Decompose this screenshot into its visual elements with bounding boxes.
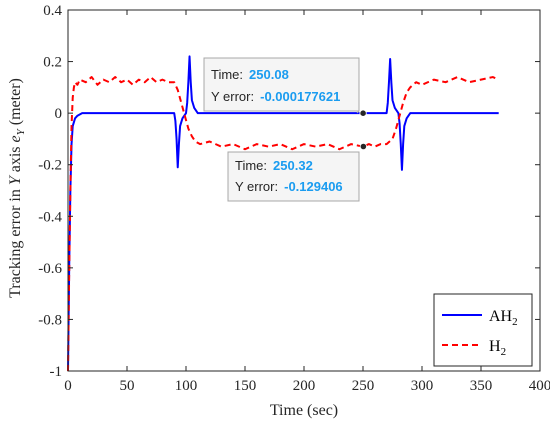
y-axis-title-var: Y (7, 174, 24, 185)
legend-label-h2-sub: 2 (501, 346, 507, 358)
datatip-1-error-row: Y error: -0.000177621 (211, 89, 340, 104)
datatip-1-marker[interactable] (359, 109, 367, 117)
y-axis-title-mid: axis (7, 142, 24, 176)
datatip-1-box (203, 57, 360, 112)
y-tick-label: -0.2 (38, 158, 62, 174)
datatip-2-time-value: 250.32 (273, 158, 313, 173)
y-tick-label: 0.4 (43, 3, 62, 19)
legend-box (433, 293, 533, 367)
y-axis-title-subscript: Y (15, 127, 27, 135)
datatip-2-box (227, 151, 360, 202)
x-tick-label: 150 (234, 378, 257, 394)
datatip-2-error-label: Y error: (235, 179, 278, 194)
x-axis-title: Time (sec) (270, 402, 338, 419)
y-axis-title-prefix: Tracking error in (7, 185, 24, 298)
datatip-2-marker[interactable] (359, 142, 367, 151)
y-tick-label: 0 (55, 106, 63, 122)
datatip-2[interactable]: Time: 250.32 Y error: -0.129406 (227, 151, 360, 202)
x-tick-label: 0 (64, 378, 72, 394)
y-tick-label: 0.2 (43, 55, 62, 71)
y-axis-title-symbol: e (7, 135, 24, 142)
legend: AH2 H2 (433, 293, 533, 367)
x-tick-label: 300 (411, 378, 434, 394)
series-line-h2 (67, 76, 500, 372)
y-axis-title: Tracking error in Y axis eY (meter) (7, 78, 27, 298)
x-tick-label: 250 (352, 378, 375, 394)
legend-label-ah2-sub: 2 (512, 316, 518, 328)
datatip-2-error-row: Y error: -0.129406 (235, 179, 343, 194)
legend-label-ah2: AH2 (489, 308, 518, 328)
x-tick-label: 100 (175, 378, 198, 394)
x-tick-label: 200 (293, 378, 316, 394)
datatip-1-time-value: 250.08 (249, 67, 289, 82)
datatip-1-error-label: Y error: (211, 89, 254, 104)
ticks-layer: 0 50 100 150 200 250 300 350 400 -1 -0.8 -0.6 -0.4 -0… (38, 3, 550, 394)
datatip-1-time-label: Time: (211, 67, 243, 82)
legend-label-ah2-name: AH (489, 308, 513, 325)
legend-label-h2-name: H (489, 338, 501, 355)
series-layer (67, 55, 500, 372)
x-tick-label: 350 (470, 378, 493, 394)
y-tick-label: -0.4 (38, 209, 62, 225)
datatip-1[interactable]: Time: 250.08 Y error: -0.000177621 (203, 57, 360, 114)
datatip-2-error-value: -0.129406 (284, 179, 343, 194)
datatip-2-time-label: Time: (235, 158, 267, 173)
x-tick-label: 50 (120, 378, 135, 394)
series-line-ah2 (67, 55, 499, 372)
y-tick-label: -0.8 (38, 312, 62, 328)
y-axis-title-suffix: (meter) (7, 78, 24, 129)
datatip-2-time-row: Time: 250.32 (235, 158, 313, 173)
y-tick-label: -1 (50, 364, 63, 380)
datatip-1-error-value: -0.000177621 (260, 89, 340, 104)
datatip-1-time-row: Time: 250.08 (211, 67, 289, 82)
legend-label-h2: H2 (489, 338, 506, 358)
x-tick-label: 400 (529, 378, 550, 394)
markers-layer (359, 109, 367, 151)
y-tick-label: -0.6 (38, 261, 62, 277)
